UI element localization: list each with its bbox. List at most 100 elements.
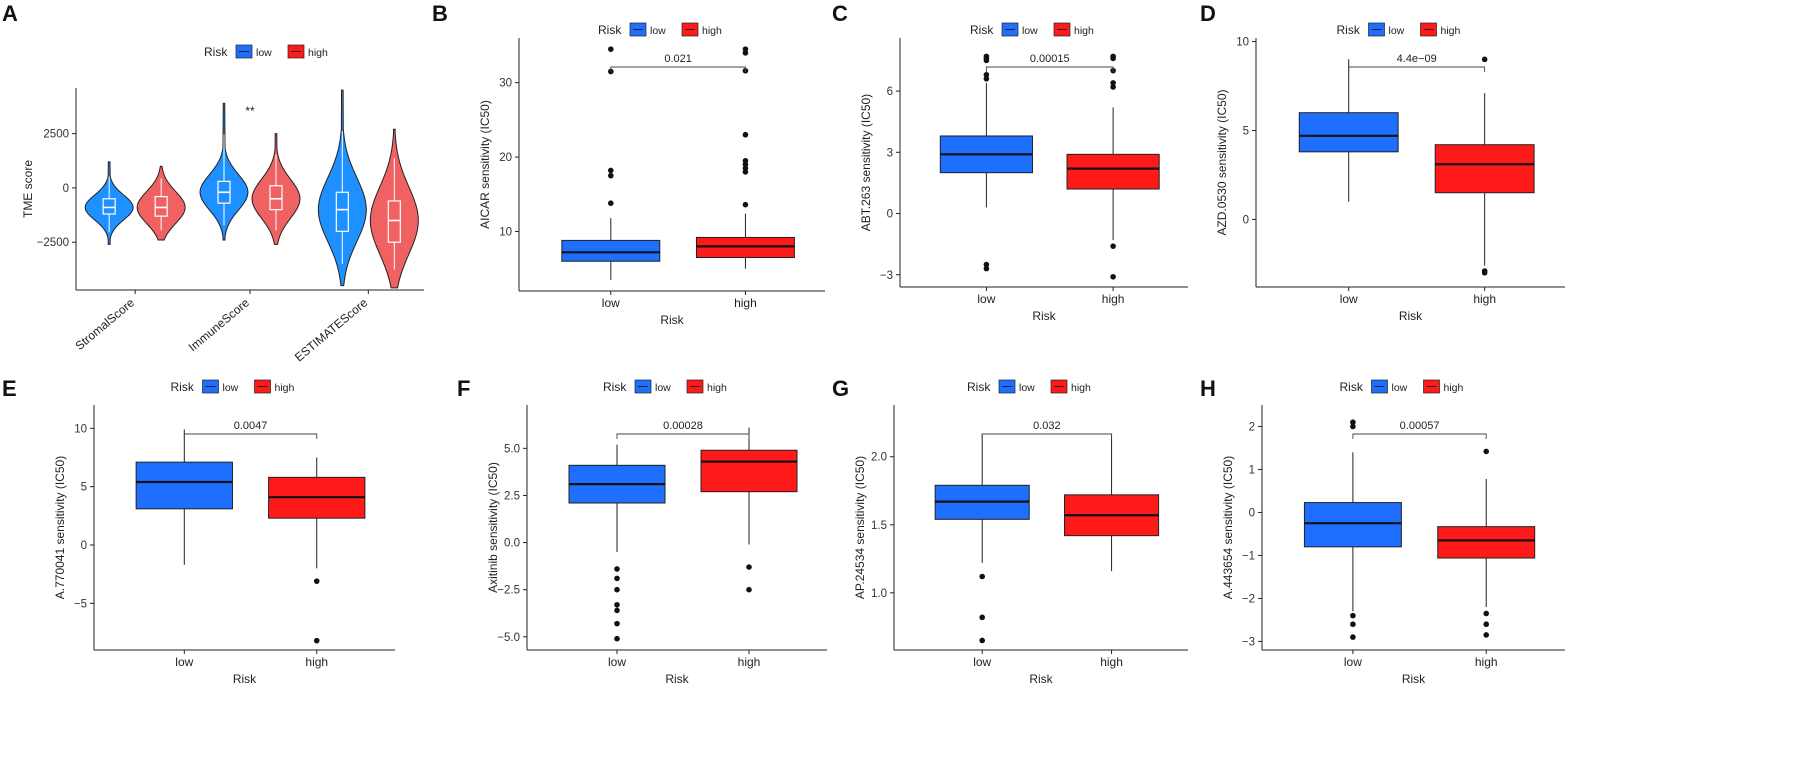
legend-label-low: low — [256, 47, 272, 59]
y-tick-label: 20 — [499, 152, 512, 164]
outlier-point-low — [983, 76, 990, 82]
outlier-point-low — [608, 46, 614, 52]
outlier-point-high — [1481, 56, 1488, 63]
outlier-point-low — [1350, 419, 1356, 425]
outlier-point-low — [983, 53, 990, 60]
y-tick-label: 10 — [1236, 37, 1249, 49]
y-tick-label: 2.0 — [871, 452, 887, 464]
significance-bracket — [183, 433, 318, 439]
x-tick-label: high — [1473, 292, 1496, 306]
outlier-point-low — [614, 620, 620, 627]
y-tick-label: 5.0 — [504, 443, 520, 455]
outlier-point-low — [614, 575, 620, 582]
p-value-label: 0.021 — [664, 53, 692, 65]
legend-label-low: low — [1019, 382, 1035, 394]
y-tick-label: 2.5 — [504, 490, 520, 502]
panel-letter: C — [832, 1, 848, 26]
legend-label-high: high — [1071, 382, 1091, 394]
legend-title: Risk — [603, 380, 627, 394]
outlier-point-low — [979, 573, 985, 580]
p-value-label: 0.00015 — [1030, 53, 1070, 65]
box-high — [1434, 144, 1535, 194]
legend-label-low: low — [1389, 25, 1405, 37]
y-axis-label: AP.24534 sensitivity (IC50) — [853, 456, 867, 599]
y-tick-label: 1.5 — [871, 520, 887, 532]
p-value-label: 0.0047 — [234, 420, 268, 432]
outlier-point-high — [746, 564, 752, 570]
panel-D: D Risk low high 0 5 10 AZD.0530 sensitivity (IC… — [1200, 1, 1565, 323]
outlier-point-high — [1483, 448, 1490, 455]
outlier-point-low — [1350, 634, 1356, 640]
y-axis-label: TME score — [21, 160, 35, 218]
outlier-point-low — [608, 200, 614, 206]
panel-B: B Risk low high 10 20 30 AICAR sensitivity (IC5… — [432, 1, 825, 327]
x-tick-label: low — [608, 655, 626, 669]
y-tick-label: 3 — [887, 147, 893, 159]
legend-title: Risk — [967, 380, 991, 394]
outlier-point-low — [1350, 621, 1356, 628]
x-axis-label: Risk — [1399, 309, 1423, 323]
legend-label-low: low — [1022, 25, 1038, 37]
y-axis-label: AZD.0530 sensitivity (IC50) — [1215, 89, 1229, 235]
y-tick-label: 0 — [887, 209, 893, 221]
y-tick-label: 0 — [63, 183, 69, 195]
y-tick-label: −5.0 — [497, 632, 520, 644]
y-tick-label: 0 — [1243, 214, 1249, 226]
panel-letter: B — [432, 1, 448, 26]
y-axis-label: ABT.263 sensitivity (IC50) — [859, 94, 873, 231]
outlier-point-low — [614, 607, 620, 614]
box-high — [700, 449, 798, 493]
x-tick-label: high — [305, 655, 328, 669]
x-tick-label: low — [175, 655, 193, 669]
outlier-point-low — [614, 566, 620, 572]
y-tick-label: 10 — [74, 423, 87, 435]
outlier-point-low — [608, 167, 614, 174]
y-tick-label: 1.0 — [871, 588, 887, 600]
box-low — [1298, 112, 1399, 153]
box-low — [1303, 502, 1402, 548]
outlier-point-high — [1110, 80, 1116, 86]
outlier-point-high — [1110, 84, 1116, 90]
legend-title: Risk — [171, 380, 195, 394]
x-tick-label: StromalScore — [72, 295, 137, 353]
x-axis-label: Risk — [665, 672, 689, 686]
x-axis-label: Risk — [1029, 672, 1053, 686]
legend-title: Risk — [1337, 23, 1361, 37]
significance-bracket — [610, 66, 746, 72]
y-tick-label: 0 — [81, 540, 87, 552]
x-tick-label: ImmuneScore — [186, 295, 252, 354]
outlier-point-low — [979, 614, 985, 621]
outlier-point-low — [979, 637, 985, 644]
box-high — [1437, 526, 1536, 559]
x-tick-label: low — [1340, 292, 1358, 306]
y-tick-label: −2.5 — [497, 585, 520, 597]
panel-H: H Risk low high −3 −2 −1 0 1 2 A.443654 sensitivit… — [1200, 376, 1565, 686]
outlier-point-high — [1110, 53, 1116, 60]
panel-letter: D — [1200, 1, 1216, 26]
y-tick-label: 0 — [1249, 507, 1255, 519]
panel-F: F Risk low high −5.0 −2.5 0.0 2.5 5.0 Axitinib se… — [457, 376, 827, 686]
box-high — [695, 236, 795, 259]
x-axis-label: Risk — [660, 313, 684, 327]
outlier-point-low — [983, 265, 990, 272]
panel-letter: A — [2, 1, 18, 26]
legend-label-high: high — [1074, 25, 1094, 37]
x-tick-label: low — [1344, 655, 1362, 669]
y-tick-label: −3 — [1242, 636, 1255, 648]
y-axis-label: A.443654 sensitivity (IC50) — [1221, 456, 1235, 599]
x-tick-label: high — [738, 655, 761, 669]
x-tick-label: low — [977, 292, 995, 306]
x-tick-label: high — [734, 296, 757, 310]
outlier-point-high — [1483, 621, 1490, 628]
panel-letter: F — [457, 376, 470, 401]
x-tick-label: low — [602, 296, 620, 310]
panel-A: A Risk low high −2500 0 2500 TME score StromalSc… — [2, 1, 424, 364]
outlier-point-high — [313, 578, 320, 584]
outlier-point-low — [983, 71, 990, 78]
y-axis-label: Axitinib sensitivity (IC50) — [486, 462, 500, 593]
x-tick-label: ESTIMATEScore — [292, 295, 371, 364]
panel-letter: H — [1200, 376, 1216, 401]
legend-label-low: low — [650, 25, 666, 37]
legend-label-low: low — [223, 382, 239, 394]
